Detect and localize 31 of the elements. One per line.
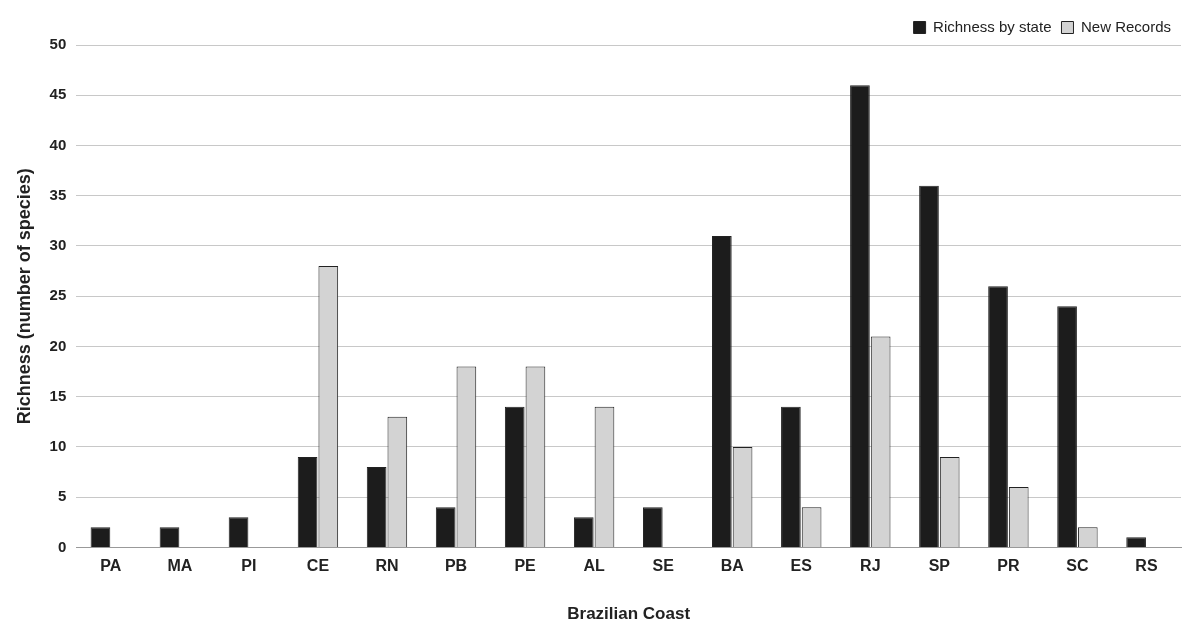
x-tick-label: ES (790, 557, 813, 575)
y-tick-label: 15 (49, 386, 67, 404)
x-tick-label: PI (241, 557, 257, 575)
y-tick-label: 50 (49, 35, 67, 53)
y-tick-label: 40 (49, 135, 67, 153)
x-tick-label: PB (444, 557, 468, 575)
x-tick-label: CE (306, 557, 330, 575)
y-tick-label: 0 (57, 537, 67, 555)
x-tick-label: AL (583, 557, 606, 575)
x-tick-label: RJ (860, 557, 881, 575)
x-tick-label: BA (720, 557, 745, 575)
legend-label: New Records (1080, 17, 1171, 35)
y-axis-title: Richness (number of species) (13, 168, 34, 425)
x-tick-label: RN (375, 557, 399, 575)
x-tick-label: PR (997, 557, 1020, 575)
x-tick-label: SC (1066, 557, 1089, 575)
y-tick-label: 30 (49, 236, 67, 254)
y-tick-label: 25 (49, 286, 67, 304)
legend-label: Richness by state (933, 17, 1052, 35)
y-tick-label: 5 (57, 487, 67, 505)
x-tick-label: MA (167, 557, 193, 575)
y-tick-label: 10 (49, 437, 67, 455)
x-axis-title: Brazilian Coast (567, 604, 691, 624)
y-tick-label: 35 (49, 185, 67, 203)
x-tick-label: SP (928, 557, 951, 575)
x-tick-label: RS (1135, 557, 1158, 575)
x-tick-label: SE (652, 557, 675, 575)
x-tick-label: PA (100, 557, 122, 575)
y-tick-label: 20 (49, 336, 67, 354)
x-tick-label: PE (514, 557, 537, 575)
y-tick-label: 45 (49, 85, 67, 103)
